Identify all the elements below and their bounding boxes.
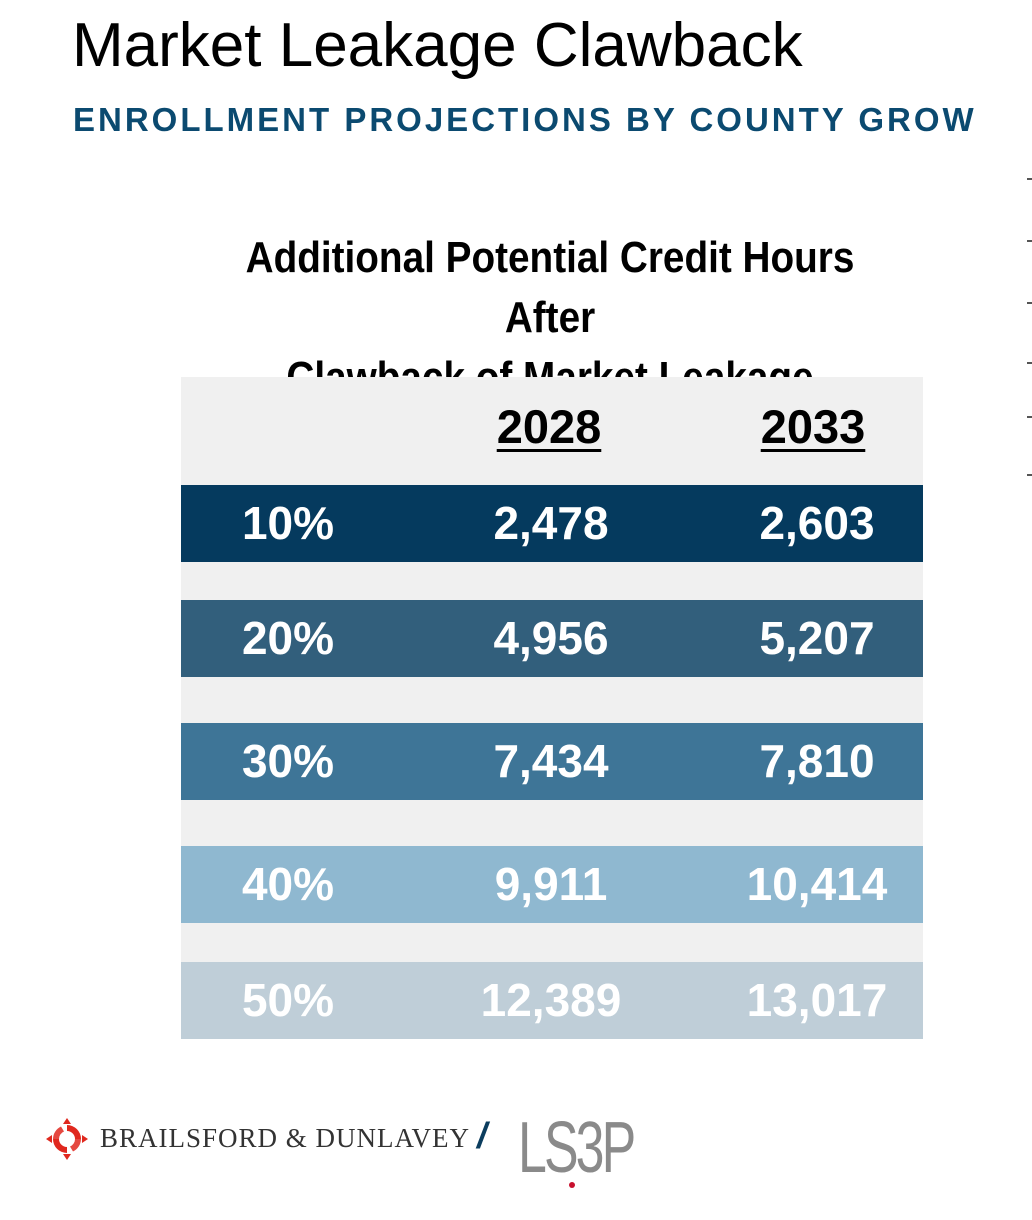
row-percent: 10% xyxy=(241,497,335,549)
row-value-2033: 5,207 xyxy=(759,612,875,664)
row-value-2028: 2,478 xyxy=(493,497,609,549)
footer-logos: BRAILSFORD & DUNLAVEY / LS3P xyxy=(44,1108,664,1198)
row-value-2028: 7,434 xyxy=(493,735,609,787)
table-row: 50% 12,389 13,017 xyxy=(181,962,923,1039)
column-header-2028: 2028 xyxy=(496,400,602,453)
ls3p-logo-dot-icon xyxy=(569,1182,575,1188)
table-row: 40% 9,911 10,414 xyxy=(181,846,923,923)
column-header-2033: 2033 xyxy=(760,400,866,453)
table-row: 10% 2,478 2,603 xyxy=(181,485,923,562)
credit-hours-table: 2028 2033 10% 2,478 2,603 20% 4,956 5,20… xyxy=(181,377,923,1039)
table-title-line-1: Additional Potential Credit Hours After xyxy=(245,233,855,342)
row-percent: 50% xyxy=(241,974,335,1026)
page-subtitle: ENROLLMENT PROJECTIONS BY COUNTY GROW xyxy=(73,101,977,138)
logo-separator: / xyxy=(477,1115,488,1156)
row-value-2028: 4,956 xyxy=(493,612,609,664)
table-row: 20% 4,956 5,207 xyxy=(181,600,923,677)
ls3p-logo: LS3P xyxy=(518,1108,636,1188)
row-percent: 30% xyxy=(241,735,335,787)
row-percent: 40% xyxy=(241,858,335,910)
row-percent: 20% xyxy=(241,612,335,664)
table-row: 30% 7,434 7,810 xyxy=(181,723,923,800)
row-value-2033: 10,414 xyxy=(746,858,888,910)
row-value-2033: 7,810 xyxy=(759,735,875,787)
page-title: Market Leakage Clawback xyxy=(72,11,803,80)
row-value-2033: 2,603 xyxy=(759,497,875,549)
row-value-2028: 12,389 xyxy=(480,974,622,1026)
brailsford-dunlavey-logo-icon xyxy=(46,1118,88,1160)
row-value-2028: 9,911 xyxy=(494,858,608,910)
brailsford-dunlavey-wordmark: BRAILSFORD & DUNLAVEY xyxy=(100,1123,471,1153)
row-value-2033: 13,017 xyxy=(746,974,888,1026)
